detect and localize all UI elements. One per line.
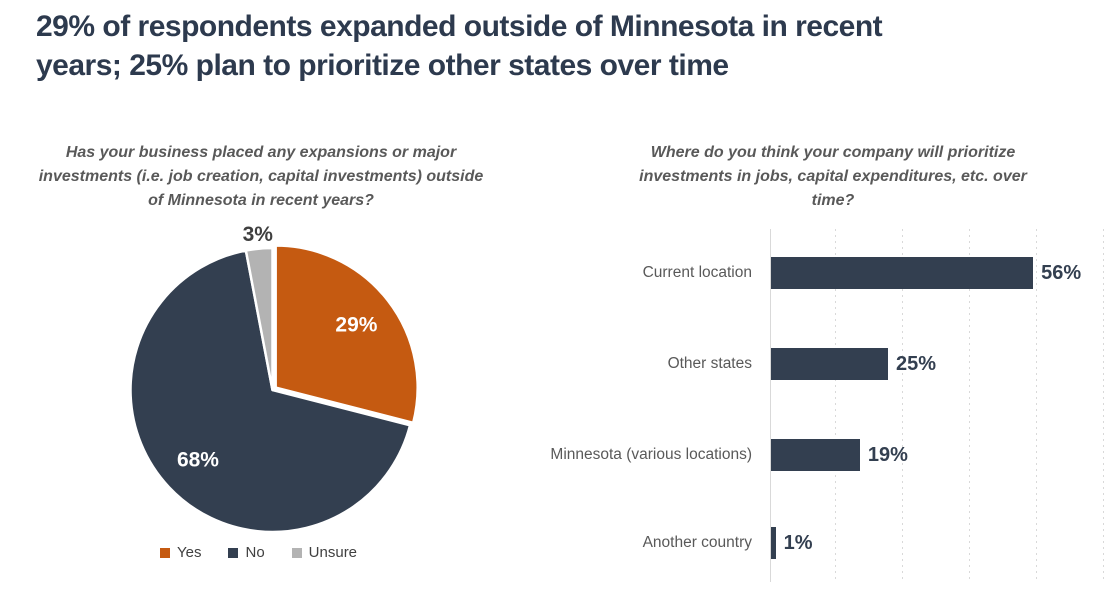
pie-data-label-yes: 29% <box>335 313 377 336</box>
pie-slice-unsure <box>244 246 274 392</box>
legend-item-no: No <box>228 544 265 561</box>
legend-swatch-no <box>228 547 239 558</box>
bar-minnesota-various <box>771 439 860 471</box>
bar-row: 19% <box>771 439 908 471</box>
bar-category-label: Current location <box>642 264 752 281</box>
bar-other-states <box>771 348 888 380</box>
legend-swatch-yes <box>160 547 170 558</box>
pie-question-line-1: Has your business placed any expansions … <box>65 144 457 161</box>
bar-value-label: 19% <box>867 443 908 466</box>
pie-data-label-no: 68% <box>177 448 219 471</box>
page-title: 29% of respondents expanded outside of M… <box>36 7 1096 85</box>
bar-current-location <box>771 257 1034 289</box>
legend-item-yes: Yes <box>160 544 201 561</box>
page-title-line-2: years; 25% plan to prioritize other stat… <box>36 49 729 82</box>
legend-label-yes: Yes <box>177 544 202 561</box>
bar-question-line-3: time? <box>811 192 855 209</box>
bar-chart-gridlines <box>770 229 1104 582</box>
bar-row: 56% <box>771 257 1081 289</box>
legend-label-no: No <box>245 544 265 561</box>
bar-category-label: Another country <box>642 534 752 551</box>
pie-question-line-2: investments (i.e. job creation, capital … <box>38 168 484 185</box>
bar-value-label: 1% <box>783 531 813 554</box>
bar-row: 25% <box>771 348 936 380</box>
bar-category-label: Minnesota (various locations) <box>550 446 752 463</box>
bar-question-line-1: Where do you think your company will pri… <box>650 144 1016 161</box>
pie-question-line-3: of Minnesota in recent years? <box>148 192 374 209</box>
pie-legend: Yes No Unsure <box>160 544 357 561</box>
bar-value-label: 25% <box>896 352 937 375</box>
bar-another-country <box>771 527 776 559</box>
legend-item-unsure: Unsure <box>291 544 358 561</box>
pie-slice-no <box>129 249 412 534</box>
bar-category-label: Other states <box>667 355 752 372</box>
pie-chart-question: Has your business placed any expansions … <box>1 141 521 213</box>
pie-chart: 29% 68% 3% <box>129 223 419 534</box>
legend-swatch-unsure <box>291 547 302 558</box>
bar-chart-question: Where do you think your company will pri… <box>573 141 1093 213</box>
bar-question-line-2: investments in jobs, capital expenditure… <box>639 168 1027 185</box>
bar-row: 1% <box>771 527 813 559</box>
pie-slice-yes <box>274 244 419 425</box>
bar-value-label: 56% <box>1041 261 1082 284</box>
legend-label-unsure: Unsure <box>308 544 358 561</box>
pie-data-label-unsure: 3% <box>243 223 274 246</box>
page-title-line-1: 29% of respondents expanded outside of M… <box>36 10 883 43</box>
